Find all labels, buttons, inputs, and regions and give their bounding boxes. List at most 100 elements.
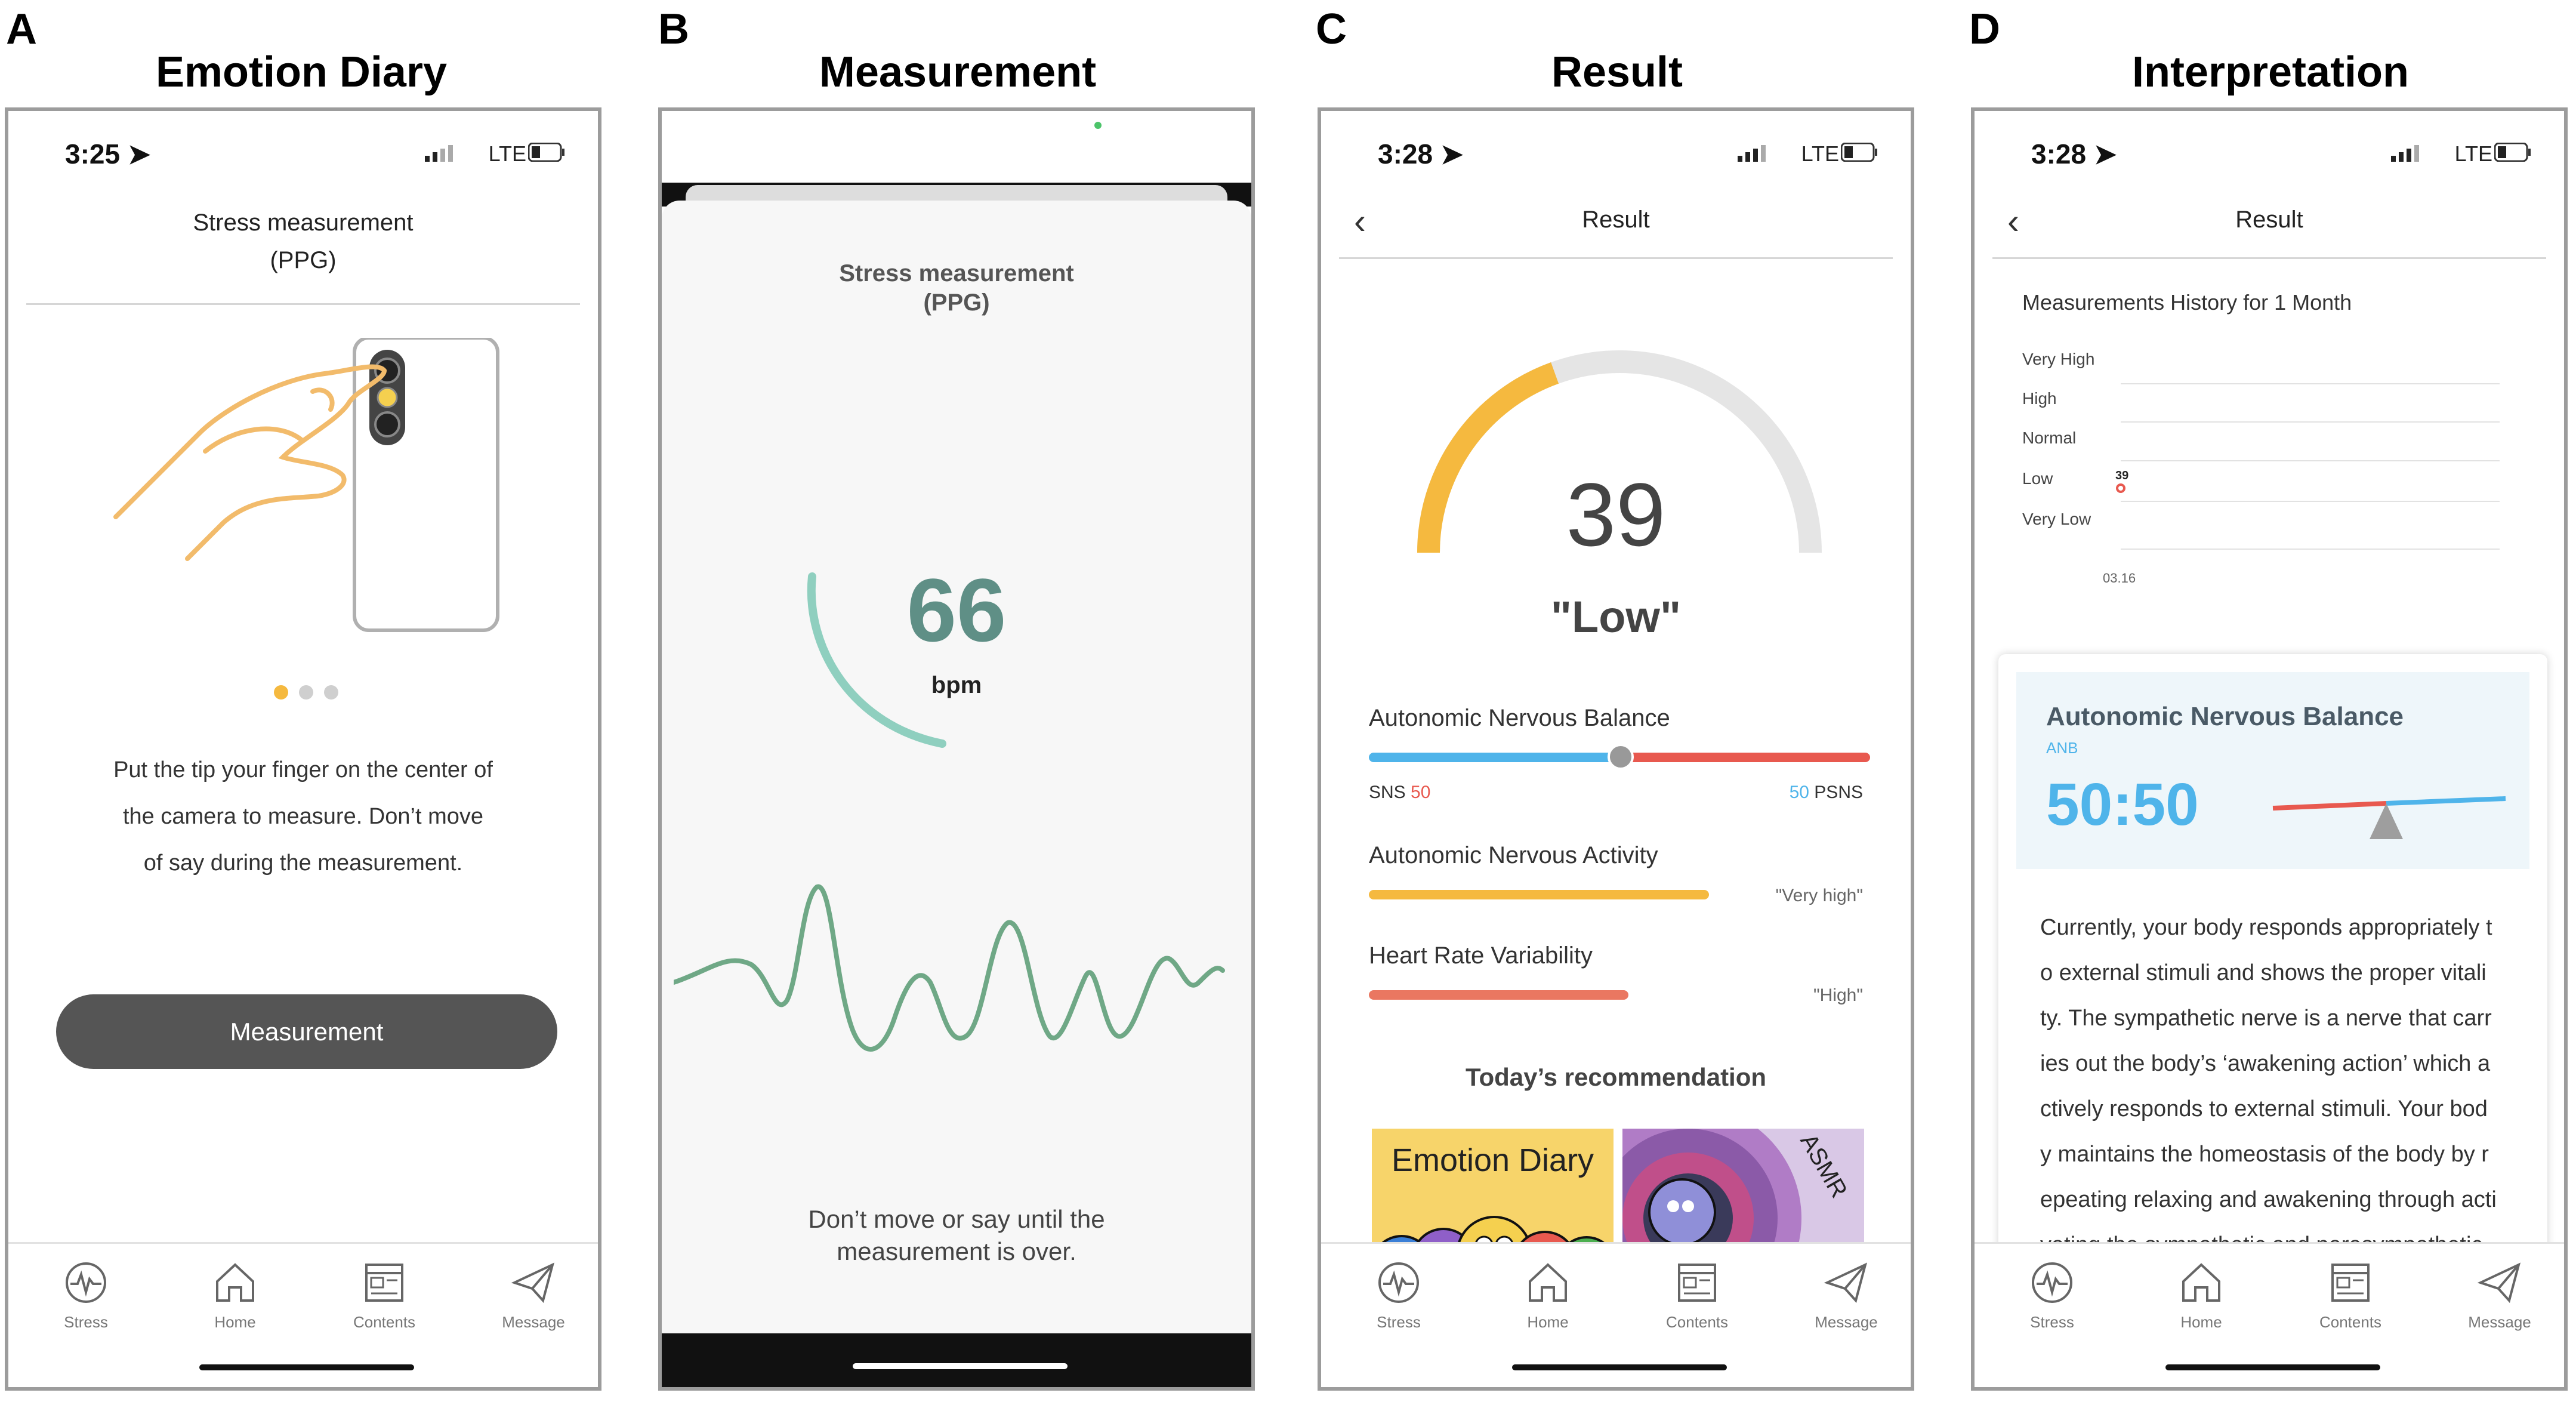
bottom-bar: [662, 1333, 1251, 1387]
hrv-value: "High": [1813, 985, 1863, 1005]
signal-icon: [425, 145, 453, 162]
finger-camera-illustration: [113, 338, 499, 632]
psns-bar: [1619, 753, 1870, 762]
interpretation-text: Currently, your body responds appropriat…: [2040, 915, 2497, 1258]
panel-title-b: Measurement: [819, 48, 1097, 96]
tab-stress[interactable]: Stress: [1992, 1259, 2112, 1332]
home-icon: [216, 1263, 254, 1302]
phone-interpretation: 3:28 ➤ LTE ‹ Result Measurements History…: [1971, 107, 2568, 1391]
signal-icon: [2391, 145, 2419, 162]
panel-letter-b: B: [658, 5, 689, 53]
back-button[interactable]: ‹: [1354, 201, 1366, 242]
status-bar: 3:28 ➤ LTE: [1975, 138, 2564, 180]
grid-line: [2121, 549, 2500, 550]
network-label: LTE: [2454, 141, 2492, 166]
network-label: LTE: [1801, 141, 1839, 166]
battery-icon: [2494, 143, 2531, 162]
page-title: Stress measurement (PPG): [193, 209, 414, 273]
measurement-sheet: Stress measurement (PPG) 66 bpm Don’t mo…: [662, 201, 1251, 1333]
home-indicator: [199, 1364, 414, 1370]
grid-line: [2121, 501, 2500, 502]
level-high: High: [2022, 389, 2057, 408]
stress-icon: [2032, 1262, 2072, 1303]
psns-caption: 50 PSNS: [1789, 782, 1863, 802]
camera-indicator: [1094, 122, 1102, 129]
panel-letter-a: A: [6, 5, 37, 53]
location-icon: ➤: [1440, 138, 1464, 170]
divider: [1339, 257, 1893, 259]
back-button[interactable]: ‹: [2007, 201, 2019, 242]
grid-line: [2121, 383, 2500, 384]
tab-message[interactable]: Message: [2440, 1259, 2559, 1332]
location-icon: ➤: [2093, 138, 2117, 170]
tab-home[interactable]: Home: [1488, 1259, 1608, 1332]
contents-icon: [365, 1264, 403, 1302]
tab-contents[interactable]: Contents: [2291, 1259, 2410, 1332]
home-indicator: [1512, 1364, 1727, 1370]
home-icon: [1529, 1263, 1567, 1302]
home-icon: [2182, 1263, 2220, 1302]
balance-slider-knob: [1608, 744, 1634, 770]
pager-dots: [274, 685, 338, 702]
recommendation-title: Today’s recommendation: [1465, 1063, 1767, 1091]
panel-title-c: Result: [1551, 48, 1683, 96]
anb-card-subtitle: ANB: [2046, 739, 2078, 757]
point-date: 03.16: [2103, 571, 2136, 586]
stress-icon: [1378, 1262, 1419, 1303]
divider: [1992, 257, 2546, 259]
ana-label: Autonomic Nervous Activity: [1369, 842, 1658, 868]
tab-bar: Stress Home Contents Message: [8, 1242, 598, 1387]
status-bar: 3:28 ➤ LTE: [1321, 138, 1911, 180]
phone-emotion-diary: 3:25 ➤ LTE Stress measurement (PPG) Put …: [5, 107, 601, 1391]
anb-label: Autonomic Nervous Balance: [1369, 705, 1670, 731]
chevron-left-icon: ‹: [1354, 201, 1366, 241]
level-low: Low: [2022, 469, 2053, 488]
bpm-value: 66: [906, 560, 1007, 660]
status-time: 3:28 ➤: [2031, 138, 2117, 170]
progress-arc: [807, 572, 946, 748]
panel-title-d: Interpretation: [2131, 48, 2410, 96]
stress-gauge: [1417, 350, 1822, 553]
level-very-high: Very High: [2022, 350, 2095, 368]
tab-home[interactable]: Home: [2142, 1259, 2261, 1332]
tab-message[interactable]: Message: [474, 1259, 593, 1332]
grid-line: [2121, 460, 2500, 461]
measurement-button[interactable]: Measurement: [56, 994, 557, 1069]
sns-caption: SNS 50: [1369, 782, 1431, 802]
network-label: LTE: [488, 141, 526, 166]
gauge-value: 39: [1566, 464, 1666, 565]
battery-icon: [528, 143, 564, 162]
anb-card-title: Autonomic Nervous Balance: [2046, 702, 2404, 731]
ppg-waveform: [674, 884, 1225, 1052]
home-indicator: [853, 1363, 1068, 1369]
ana-bar: [1369, 890, 1709, 899]
tab-contents[interactable]: Contents: [1637, 1259, 1757, 1332]
panel-letter-d: D: [1969, 5, 2000, 53]
grid-line: [2121, 421, 2500, 423]
tab-message[interactable]: Message: [1787, 1259, 1906, 1332]
phone-result: 3:28 ➤ LTE ‹ Result 39 "Low" Autonomic N…: [1318, 107, 1914, 1391]
contents-icon: [1678, 1264, 1716, 1302]
page-title: Result: [2235, 207, 2303, 233]
history-point[interactable]: [2116, 483, 2125, 493]
ana-value: "Very high": [1775, 886, 1863, 905]
message-icon: [1824, 1262, 1868, 1304]
message-icon: [511, 1262, 555, 1304]
signal-icon: [1738, 145, 1766, 162]
location-icon: ➤: [127, 138, 151, 170]
tab-stress[interactable]: Stress: [1339, 1259, 1458, 1332]
level-very-low: Very Low: [2022, 510, 2091, 528]
tab-stress[interactable]: Stress: [26, 1259, 146, 1332]
tab-bar: Stress Home Contents Message: [1975, 1242, 2564, 1387]
sns-bar: [1369, 753, 1619, 762]
hrv-label: Heart Rate Variability: [1369, 942, 1593, 969]
measurement-message: Don’t move or say until the measurement …: [808, 1205, 1105, 1265]
status-time: 3:25 ➤: [65, 138, 151, 170]
tab-contents[interactable]: Contents: [325, 1259, 444, 1332]
home-indicator: [2165, 1364, 2380, 1370]
tab-bar: Stress Home Contents Message: [1321, 1242, 1911, 1387]
hrv-bar: [1369, 990, 1628, 1000]
phone-measurement: Stress measurement (PPG) 66 bpm Don’t mo…: [658, 107, 1255, 1391]
tab-home[interactable]: Home: [175, 1259, 295, 1332]
gauge-level: "Low": [1550, 592, 1682, 642]
